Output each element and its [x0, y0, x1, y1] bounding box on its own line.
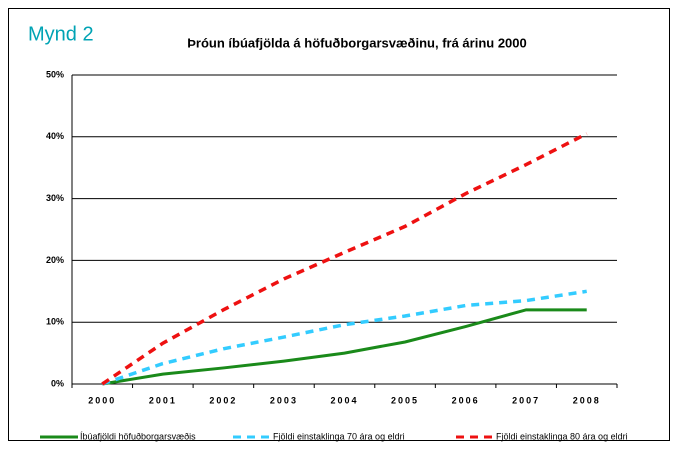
series-line	[101, 132, 588, 386]
y-tick-label: 20%	[46, 255, 64, 265]
legend-label: Fjöldi einstaklinga 70 ára og eldri	[273, 431, 405, 441]
x-tick-label: 2003	[270, 395, 298, 405]
legend-label: Íbúafjöldi höfuðborgarsvæðis	[80, 431, 196, 441]
chart-title: Þróun íbúafjölda á höfuðborgarsvæðinu, f…	[187, 35, 527, 50]
x-tick-label: 2001	[149, 395, 177, 405]
x-tick-label: 2007	[512, 395, 540, 405]
legend-label: Fjöldi einstaklinga 80 ára og eldri	[496, 431, 628, 441]
y-tick-label: 30%	[46, 193, 64, 203]
x-tick-label: 2000	[88, 395, 116, 405]
x-tick-label: 2004	[330, 395, 358, 405]
x-tick-label: 2002	[209, 395, 237, 405]
x-tick-label: 2006	[452, 395, 480, 405]
y-tick-label: 10%	[46, 317, 64, 327]
series-line	[102, 308, 587, 386]
series-line	[101, 289, 587, 386]
x-tick-label: 2005	[391, 395, 419, 405]
y-tick-label: 50%	[46, 69, 64, 79]
y-tick-label: 0%	[51, 378, 64, 388]
y-tick-label: 40%	[46, 131, 64, 141]
frame	[8, 8, 670, 441]
figure-label: Mynd 2	[28, 23, 94, 45]
x-tick-label: 2008	[573, 395, 601, 405]
